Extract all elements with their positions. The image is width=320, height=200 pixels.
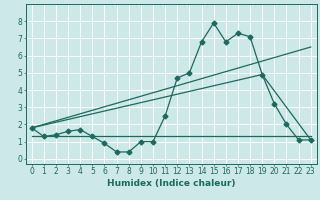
X-axis label: Humidex (Indice chaleur): Humidex (Indice chaleur) bbox=[107, 179, 236, 188]
